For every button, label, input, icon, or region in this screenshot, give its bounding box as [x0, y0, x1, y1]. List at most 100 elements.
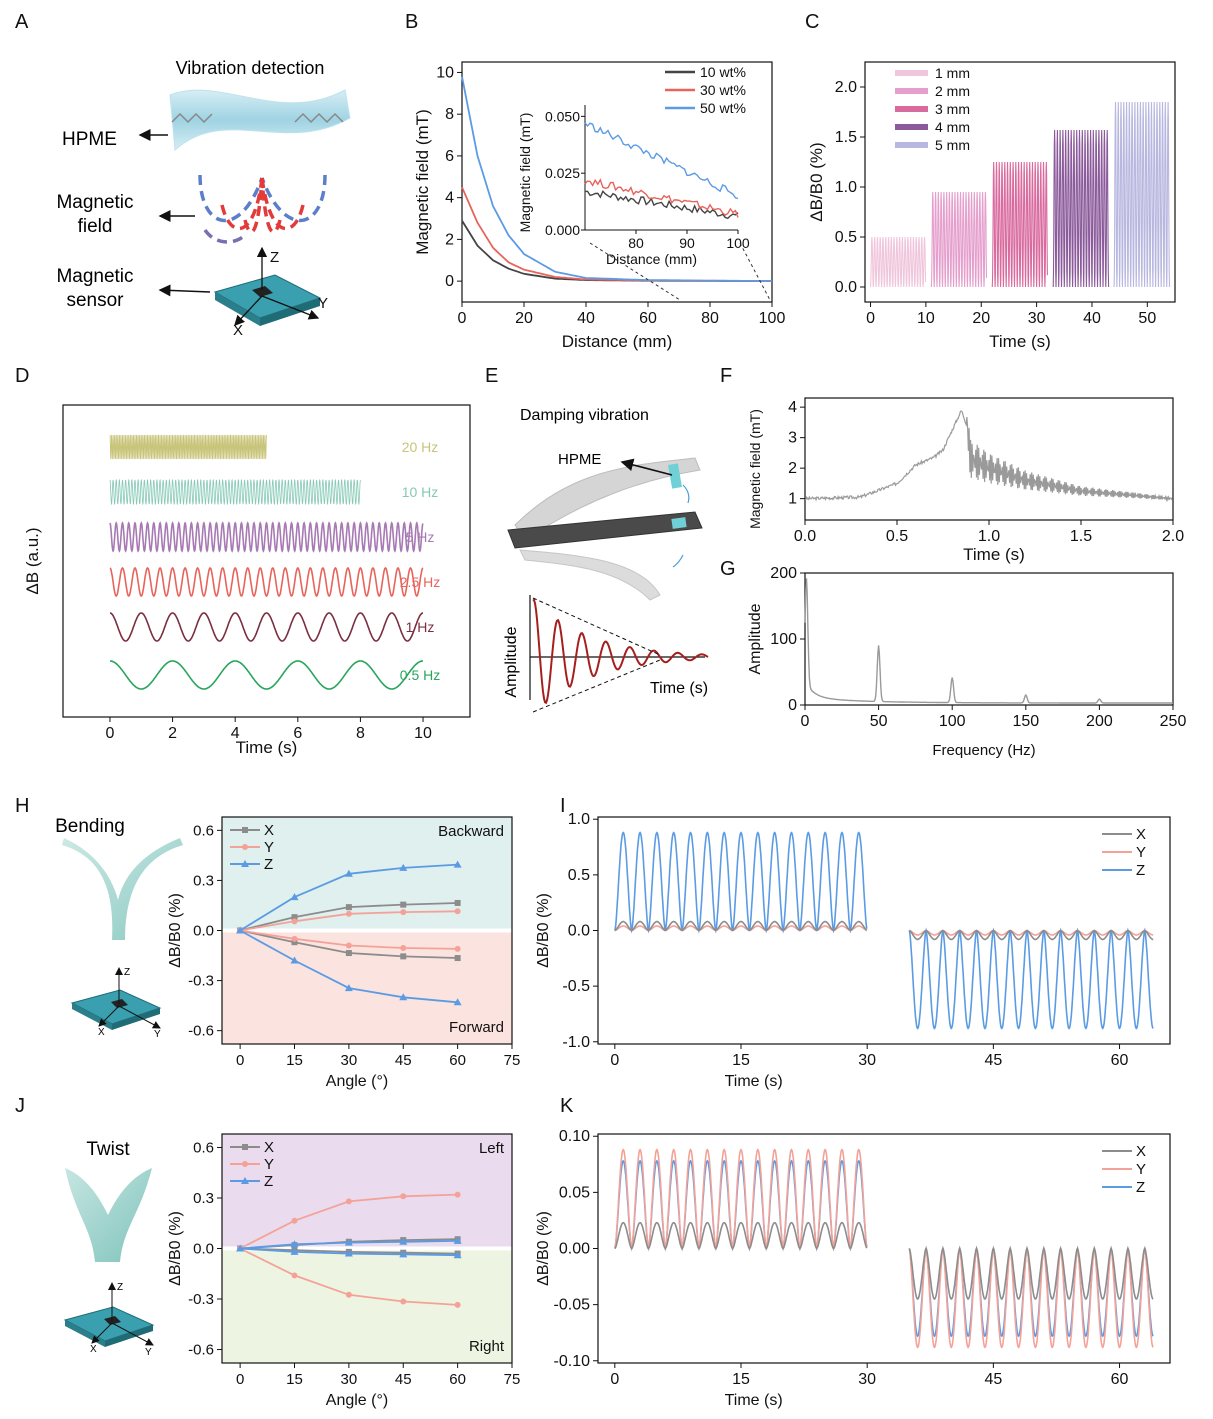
- chart-d-frame: [62, 404, 471, 718]
- panel-h-illustration: Bending Z Y X: [55, 816, 183, 1040]
- axis-z-label: Z: [270, 249, 279, 266]
- beam-upper-icon: [514, 457, 701, 541]
- panel-letter-b: B: [405, 11, 418, 33]
- chart-f-ylabel: Magnetic field (mT): [747, 409, 763, 529]
- chart-f-series-line: [804, 410, 1173, 503]
- chart-h-legend-label: Y: [264, 839, 274, 856]
- chart-c-series-line: [1052, 129, 1110, 288]
- chart-j-point: [291, 1272, 298, 1279]
- chart-b-ytick-label: 8: [445, 106, 454, 123]
- chart-i-ylabel: ΔB/B0 (%): [535, 893, 552, 968]
- panel-letter-f: F: [720, 365, 732, 387]
- chart-b-inset-xtick-label: 80: [628, 235, 644, 251]
- chart-j-xtick-label: 30: [341, 1371, 358, 1388]
- chart-j-point: [400, 1193, 407, 1200]
- chart-c: 0 10 20 30 40 50 0.0 0.5 1.0 1.5 2.0 Time (s) ΔB/B0 …: [807, 61, 1176, 351]
- chart-b-inset: 80 90 100 0.000 0.025 0.050 Distance (mm) Magne…: [517, 105, 750, 267]
- chart-g-series-line: [804, 578, 1173, 704]
- chart-b-legend-label: 30 wt%: [700, 82, 746, 98]
- chart-d-series-line: [110, 660, 423, 690]
- chart-b-series-line: [461, 76, 772, 282]
- sensor-label-line1: Magnetic: [56, 266, 133, 287]
- chart-d: 0 2 4 6 8 10 Time (s) ΔB (a.u.) 20 Hz 10 Hz 5 Hz 2.…: [23, 404, 471, 757]
- chart-j-ytick-label: -0.6: [188, 1342, 214, 1359]
- chart-f-ytick-label: 4: [788, 399, 797, 416]
- chart-h-point: [290, 893, 299, 901]
- chart-k-ytick-label: 0.00: [559, 1241, 590, 1258]
- chart-h-point: [454, 955, 461, 962]
- chart-j-point: [399, 1237, 408, 1245]
- chart-i-series-line: [614, 920, 868, 932]
- bending-title: Bending: [55, 816, 125, 837]
- chart-g: 0 50 100 150 200 250 0 100 200 Frequency (Hz) Ampl…: [747, 565, 1186, 759]
- chart-b-zoom-guide: [739, 242, 771, 301]
- chart-j-legend-label: Z: [264, 1173, 273, 1190]
- hpme-ribbon-icon: [169, 89, 351, 152]
- chart-h-ytick-label: -0.3: [188, 973, 214, 990]
- chart-b-inset-xlabel: Distance (mm): [606, 251, 697, 267]
- chart-f-ytick-label: 1: [788, 491, 797, 508]
- panel-j-illustration: Twist Z Y X: [63, 1139, 155, 1358]
- chart-b-legend-label: 50 wt%: [700, 100, 746, 116]
- chart-h: 0 15 30 45 60 75 -0.6 -0.3 0.0 0.3 0.6 Angle (°) ΔB/…: [167, 816, 520, 1090]
- chart-j-ytick-label: -0.3: [188, 1291, 214, 1308]
- chart-h-legend-marker: [242, 827, 248, 833]
- chart-b-legend-label: 10 wt%: [700, 64, 746, 80]
- chart-h-point: [344, 984, 353, 992]
- chart-b-inset-series-line: [584, 190, 739, 220]
- chart-h-point: [291, 918, 298, 925]
- chart-j: 0 15 30 45 60 75 -0.6 -0.3 0.0 0.3 0.6 Angle (°) ΔB/…: [167, 1133, 520, 1409]
- chart-j-legend-marker: [242, 1161, 248, 1167]
- chart-c-frame: [864, 61, 1176, 303]
- chart-g-ytick-label: 0: [788, 697, 797, 714]
- chart-j-point: [290, 1247, 299, 1255]
- chart-d-series-line: [109, 434, 267, 460]
- chart-c-legend-label: 1 mm: [935, 65, 970, 81]
- twist-strip-icon: [65, 1168, 152, 1262]
- chart-j-legend-marker: [241, 1177, 249, 1184]
- chart-b-inset-series-line: [584, 122, 739, 200]
- chart-d-xtick-label: 2: [168, 725, 177, 742]
- chart-c-ylabel: ΔB/B0 (%): [807, 142, 826, 221]
- chart-d-xtick-label: 10: [414, 725, 432, 742]
- chart-i-xtick-label: 15: [732, 1052, 750, 1069]
- sensor-j-icon: [63, 1282, 155, 1347]
- chart-h-region-top: [222, 817, 512, 929]
- chart-h-region-label-bottom: Forward: [449, 1019, 504, 1036]
- chart-j-xlabel: Angle (°): [326, 1392, 388, 1409]
- chart-d-series-line: [109, 567, 424, 597]
- chart-j-legend-marker: [242, 1144, 248, 1150]
- chart-b-frame: [461, 61, 773, 303]
- chart-b-xtick-label: 60: [639, 310, 657, 327]
- chart-i-xtick-label: 30: [858, 1052, 876, 1069]
- hpme-e-label: HPME: [558, 451, 601, 468]
- chart-i: 0 15 30 45 60 -1.0 -0.5 0.0 0.5 1.0 Time (s) ΔB/B0 …: [535, 811, 1171, 1090]
- panel-e-illustration: Damping vibration HPME Amplitude Time (s…: [503, 407, 709, 713]
- chart-k-legend-label: X: [1136, 1143, 1146, 1160]
- j-axis-x: X: [90, 1344, 97, 1355]
- panel-a-illustration: Vibration detection HPME Magnetic field …: [56, 58, 351, 339]
- chart-h-point: [399, 993, 408, 1001]
- chart-i-xlabel: Time (s): [725, 1073, 783, 1090]
- chart-b-ytick-label: 10: [436, 64, 454, 81]
- chart-c-xtick-label: 40: [1083, 310, 1101, 327]
- chart-j-point: [291, 1217, 298, 1224]
- chart-g-xtick-label: 0: [801, 713, 810, 730]
- chart-b-ytick-label: 2: [445, 231, 454, 248]
- chart-c-xtick-label: 10: [917, 310, 935, 327]
- chart-b-xtick-label: 100: [759, 310, 786, 327]
- chart-d-series-line: [110, 612, 423, 642]
- chart-k-ytick-label: -0.05: [554, 1297, 591, 1314]
- chart-j-region-label-top: Left: [479, 1140, 505, 1157]
- chart-j-region-top: [222, 1134, 512, 1247]
- chart-i-series-line: [908, 927, 1154, 1030]
- chart-k-ytick-label: 0.05: [559, 1184, 590, 1201]
- chart-j-region-label-bottom: Right: [469, 1338, 505, 1355]
- chart-h-point: [453, 860, 462, 868]
- chart-i-ytick-label: 1.0: [568, 811, 590, 828]
- chart-c-ytick-label: 2.0: [835, 79, 857, 96]
- chart-c-legend-label: 5 mm: [935, 137, 970, 153]
- chart-c-series-line: [991, 161, 1048, 288]
- chart-c-series-line: [869, 236, 927, 288]
